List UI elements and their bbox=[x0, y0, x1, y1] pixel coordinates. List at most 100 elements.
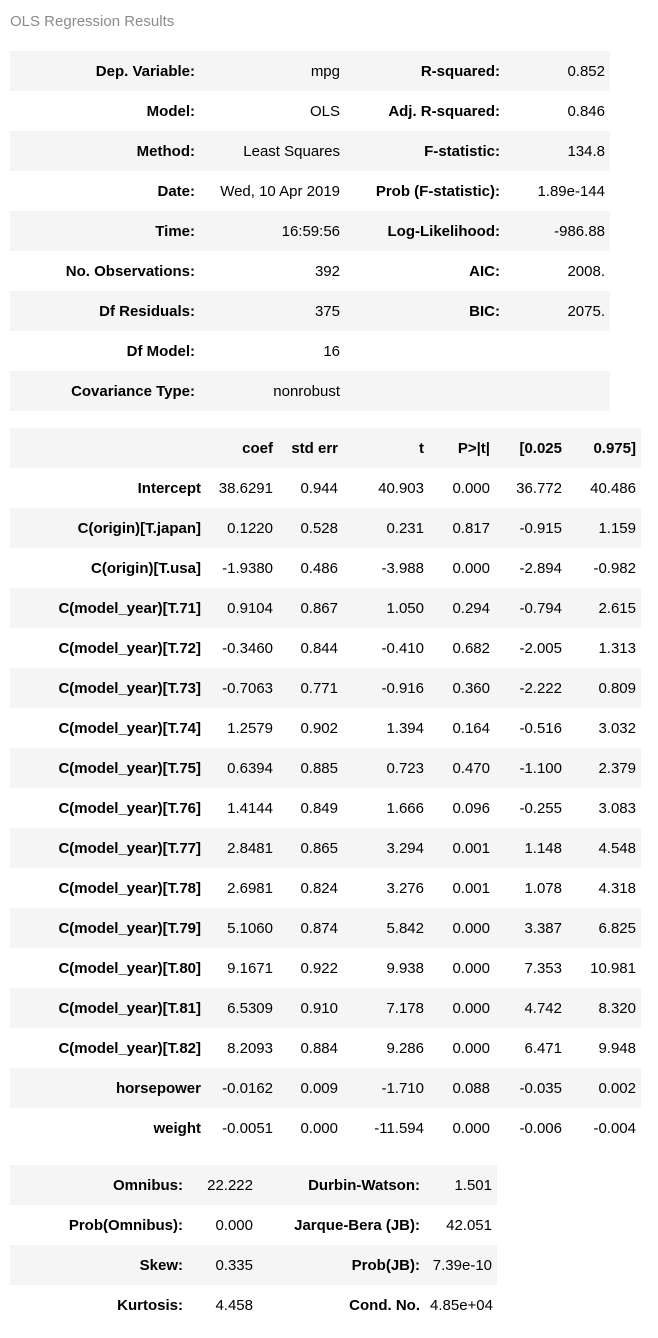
stat-value: 16 bbox=[323, 342, 340, 360]
coef-header-cell: std err bbox=[291, 439, 338, 457]
coef-value: 0.486 bbox=[300, 559, 338, 577]
stat-row: Prob(Omnibus): 0.000 Jarque-Bera (JB): 4… bbox=[10, 1205, 497, 1245]
stat-value bbox=[505, 371, 610, 411]
stat-label: F-statistic: bbox=[424, 142, 500, 160]
coef-value: 1.394 bbox=[386, 719, 424, 737]
coef-value: -0.004 bbox=[593, 1119, 636, 1137]
coef-value: 2.615 bbox=[598, 599, 636, 617]
coef-value: 2.8481 bbox=[227, 839, 273, 857]
coef-row: Intercept 38.6291 0.944 40.903 0.000 36.… bbox=[10, 468, 641, 508]
coef-value: 0.000 bbox=[452, 559, 490, 577]
coefficients-table: coef std err t P>|t| [0.025 0.975] Inter… bbox=[10, 428, 641, 1148]
coef-row: C(model_year)[T.78] 2.6981 0.824 3.276 0… bbox=[10, 868, 641, 908]
coef-value: 2.379 bbox=[598, 759, 636, 777]
coef-value: 40.903 bbox=[378, 479, 424, 497]
stat-label: Omnibus: bbox=[113, 1176, 183, 1194]
coef-value: 0.1220 bbox=[227, 519, 273, 537]
coef-value: 0.817 bbox=[452, 519, 490, 537]
coef-row-label: C(model_year)[T.74] bbox=[58, 719, 201, 737]
coef-value: 8.320 bbox=[598, 999, 636, 1017]
stat-value: 22.222 bbox=[207, 1176, 253, 1194]
coef-row: C(model_year)[T.80] 9.1671 0.922 9.938 0… bbox=[10, 948, 641, 988]
coef-value: 3.294 bbox=[386, 839, 424, 857]
coef-value: 0.849 bbox=[300, 799, 338, 817]
diagnostics-body: Omnibus: 22.222 Durbin-Watson: 1.501 Pro… bbox=[10, 1165, 497, 1325]
stat-row: Model: OLS Adj. R-squared: 0.846 bbox=[10, 91, 610, 131]
coef-row-label: C(model_year)[T.79] bbox=[58, 919, 201, 937]
coef-row-label: C(model_year)[T.72] bbox=[58, 639, 201, 657]
coef-value: 40.486 bbox=[590, 479, 636, 497]
coef-value: 0.910 bbox=[300, 999, 338, 1017]
stat-row: Method: Least Squares F-statistic: 134.8 bbox=[10, 131, 610, 171]
coef-value: 0.922 bbox=[300, 959, 338, 977]
coef-row: C(model_year)[T.71] 0.9104 0.867 1.050 0… bbox=[10, 588, 641, 628]
stat-label: No. Observations: bbox=[65, 262, 195, 280]
stat-row: Kurtosis: 4.458 Cond. No. 4.85e+04 bbox=[10, 1285, 497, 1325]
coef-row: horsepower -0.0162 0.009 -1.710 0.088 -0… bbox=[10, 1068, 641, 1108]
coef-header-cell: t bbox=[419, 439, 424, 457]
stat-label: Log-Likelihood: bbox=[387, 222, 500, 240]
stat-value bbox=[505, 331, 610, 371]
stat-row: Date: Wed, 10 Apr 2019 Prob (F-statistic… bbox=[10, 171, 610, 211]
coef-row-label: C(model_year)[T.73] bbox=[58, 679, 201, 697]
coef-value: -2.222 bbox=[519, 679, 562, 697]
stat-value: OLS bbox=[309, 102, 340, 120]
stat-value: 0.000 bbox=[215, 1216, 253, 1234]
coef-value: 3.032 bbox=[598, 719, 636, 737]
coef-value: 1.148 bbox=[524, 839, 562, 857]
stat-label: Prob (F-statistic): bbox=[375, 182, 500, 200]
stat-label: Df Residuals: bbox=[99, 302, 195, 320]
stat-row: Dep. Variable: mpg R-squared: 0.852 bbox=[10, 51, 610, 91]
coef-value: -0.7063 bbox=[222, 679, 273, 697]
stat-value: 42.051 bbox=[446, 1216, 492, 1234]
coef-value: 1.4144 bbox=[227, 799, 273, 817]
coef-value: -0.916 bbox=[381, 679, 424, 697]
stat-label: Prob(JB): bbox=[351, 1256, 420, 1274]
coef-value: 36.772 bbox=[516, 479, 562, 497]
coef-row: C(model_year)[T.73] -0.7063 0.771 -0.916… bbox=[10, 668, 641, 708]
stat-label: Kurtosis: bbox=[117, 1296, 183, 1314]
coef-row: C(model_year)[T.82] 8.2093 0.884 9.286 0… bbox=[10, 1028, 641, 1068]
coef-value: 0.231 bbox=[386, 519, 424, 537]
coef-row-label: C(model_year)[T.78] bbox=[58, 879, 201, 897]
coef-value: 0.874 bbox=[300, 919, 338, 937]
coef-value: 5.842 bbox=[386, 919, 424, 937]
coef-value: -0.3460 bbox=[222, 639, 273, 657]
stat-label: Durbin-Watson: bbox=[308, 1176, 420, 1194]
stat-value: Wed, 10 Apr 2019 bbox=[220, 182, 340, 200]
coef-value: 0.809 bbox=[598, 679, 636, 697]
model-summary-table: Dep. Variable: mpg R-squared: 0.852 Mode… bbox=[10, 51, 610, 411]
results-title: OLS Regression Results bbox=[10, 13, 175, 30]
coef-value: 6.5309 bbox=[227, 999, 273, 1017]
coef-value: 0.885 bbox=[300, 759, 338, 777]
stat-row: Df Model: 16 bbox=[10, 331, 610, 371]
coef-value: 1.050 bbox=[386, 599, 424, 617]
stat-value: 0.846 bbox=[567, 102, 605, 120]
coef-value: -2.005 bbox=[519, 639, 562, 657]
coef-value: -0.0051 bbox=[222, 1119, 273, 1137]
coef-value: 0.009 bbox=[300, 1079, 338, 1097]
coef-row-label: C(origin)[T.usa] bbox=[91, 559, 201, 577]
coef-value: 9.948 bbox=[598, 1039, 636, 1057]
coef-value: 0.824 bbox=[300, 879, 338, 897]
coef-row: C(model_year)[T.74] 1.2579 0.902 1.394 0… bbox=[10, 708, 641, 748]
coef-value: 9.938 bbox=[386, 959, 424, 977]
coef-value: 0.096 bbox=[452, 799, 490, 817]
coef-value: 6.471 bbox=[524, 1039, 562, 1057]
stat-row: Skew: 0.335 Prob(JB): 7.39e-10 bbox=[10, 1245, 497, 1285]
coef-value: 2.6981 bbox=[227, 879, 273, 897]
coef-row-label: C(model_year)[T.81] bbox=[58, 999, 201, 1017]
stat-value: Least Squares bbox=[243, 142, 340, 160]
coef-value: -0.410 bbox=[381, 639, 424, 657]
coef-value: 0.867 bbox=[300, 599, 338, 617]
coef-row: C(model_year)[T.79] 5.1060 0.874 5.842 0… bbox=[10, 908, 641, 948]
coef-value: 4.548 bbox=[598, 839, 636, 857]
coef-value: 0.470 bbox=[452, 759, 490, 777]
coef-row: C(model_year)[T.75] 0.6394 0.885 0.723 0… bbox=[10, 748, 641, 788]
coef-value: 3.387 bbox=[524, 919, 562, 937]
stat-value: 7.39e-10 bbox=[432, 1256, 492, 1274]
coef-value: 0.002 bbox=[598, 1079, 636, 1097]
coef-row-label: C(model_year)[T.71] bbox=[58, 599, 201, 617]
coef-value: -1.710 bbox=[381, 1079, 424, 1097]
